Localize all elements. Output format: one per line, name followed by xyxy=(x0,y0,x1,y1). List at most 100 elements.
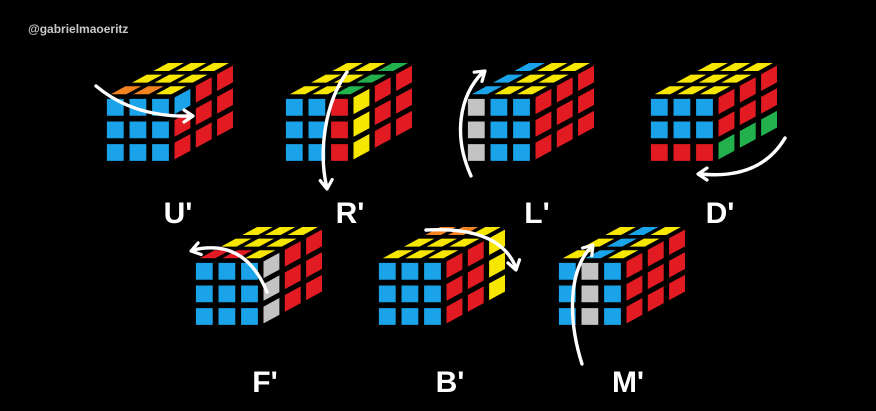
cube-0-side-sticker xyxy=(194,120,213,150)
move-label-4: F' xyxy=(252,366,278,399)
cube-6-arrow xyxy=(570,244,594,366)
cube-0-front-sticker xyxy=(128,120,148,140)
cube-5-side-sticker xyxy=(445,251,464,280)
cube-6-side-sticker xyxy=(667,250,687,280)
cube-2-top-sticker xyxy=(513,84,551,96)
cube-4-front-sticker xyxy=(217,306,237,327)
cube-6-side-sticker xyxy=(667,228,687,257)
cube-0-side-sticker xyxy=(194,98,213,127)
cube-1-front-sticker xyxy=(284,120,304,140)
cube-2-top-sticker xyxy=(490,73,527,84)
cube-5-side-sticker xyxy=(466,262,485,291)
cube-2-side-sticker xyxy=(534,109,553,139)
cube-4-side-sticker xyxy=(283,239,302,269)
cube-4-side-sticker xyxy=(304,228,324,257)
cube-0-top-sticker xyxy=(107,84,145,96)
cube-4-side-sticker xyxy=(262,296,281,325)
cube-2-side-sticker xyxy=(555,75,574,105)
cube-2 xyxy=(458,61,596,178)
cube-5-front-sticker xyxy=(400,306,420,327)
cube-5-top-sticker xyxy=(379,249,417,260)
cube-1-top-sticker xyxy=(286,84,324,96)
cube-2-side-sticker xyxy=(576,86,596,116)
cube-6-top-sticker xyxy=(624,225,662,237)
cube-2-top-sticker xyxy=(511,61,548,73)
cube-6-front-sticker xyxy=(580,284,600,304)
cube-0-top-sticker xyxy=(153,84,190,96)
cube-2-side-sticker xyxy=(534,87,553,116)
cube-2-front-sticker xyxy=(489,120,509,140)
cube-3-side-sticker xyxy=(759,86,779,116)
cube-2-front-sticker xyxy=(511,142,532,163)
cube-3-top-sticker xyxy=(674,84,711,96)
cube-6-front-sticker xyxy=(602,261,623,281)
cube-0-side-sticker xyxy=(194,75,213,105)
cube-3-front-sticker xyxy=(672,97,692,117)
cube-2-front-sticker xyxy=(466,120,486,140)
cube-0-top-sticker xyxy=(195,61,232,73)
cube-0-top-sticker xyxy=(173,61,210,73)
cube-5-arrow xyxy=(424,227,518,270)
cube-2-side-sticker xyxy=(534,132,553,161)
cube-5-top-sticker xyxy=(446,237,483,248)
cube-0-side-sticker xyxy=(215,63,235,93)
cube-5-side-sticker xyxy=(445,273,464,303)
cube-3-front-sticker xyxy=(649,120,669,140)
cube-2-top-sticker xyxy=(512,73,550,84)
cube-5-front-sticker xyxy=(422,306,443,327)
cube-3-front-sticker xyxy=(672,142,692,163)
cube-1-front-sticker xyxy=(329,120,350,140)
cube-5-side-sticker xyxy=(487,250,507,280)
cube-5-front-sticker xyxy=(400,284,420,304)
cube-3-arrow-head xyxy=(696,166,709,182)
cube-6-front-sticker xyxy=(602,306,623,327)
cube-6-side-sticker xyxy=(667,273,687,302)
cube-3-side-sticker xyxy=(738,120,757,150)
cube-3-side-sticker xyxy=(738,98,757,127)
cube-0-top-sticker xyxy=(150,61,187,73)
cube-5-front-sticker xyxy=(422,261,443,281)
cube-0-side-sticker xyxy=(173,132,192,161)
move-label-0: U' xyxy=(163,197,193,230)
cube-2-side-sticker xyxy=(555,98,574,127)
cube-0-front-sticker xyxy=(150,120,171,140)
cube-2-side-sticker xyxy=(576,109,596,138)
cube-4-side-sticker xyxy=(262,273,281,303)
cube-4-top-sticker xyxy=(263,237,300,248)
cube-5-side-sticker xyxy=(445,296,464,325)
cube-1-side-sticker xyxy=(352,87,371,116)
cube-3-top-sticker xyxy=(694,61,731,73)
cube-5-front-sticker xyxy=(422,284,443,304)
move-label-1: R' xyxy=(335,197,365,230)
cube-4-front-sticker xyxy=(239,284,260,304)
cube-4-top-sticker xyxy=(240,237,277,248)
cube-2-top-sticker xyxy=(556,61,593,73)
cube-2-front-sticker xyxy=(489,142,509,163)
cube-4 xyxy=(189,225,324,327)
cube-6-top-sticker xyxy=(603,237,641,248)
cube-5 xyxy=(377,225,522,327)
cube-2-front-sticker xyxy=(511,120,532,140)
cube-3-top-sticker xyxy=(695,73,733,84)
cube-5-arrow-head xyxy=(506,258,522,272)
cube-4-top-sticker xyxy=(242,249,279,260)
cube-3-front-sticker xyxy=(649,97,669,117)
cube-3 xyxy=(649,61,787,182)
cube-3-side-sticker xyxy=(759,63,779,93)
cube-4-front-sticker xyxy=(217,284,237,304)
cube-1-front-sticker xyxy=(307,120,327,140)
cube-0-side-sticker xyxy=(215,109,235,138)
cube-3-top-sticker xyxy=(739,61,776,73)
cube-0-top-sticker xyxy=(151,73,188,84)
cube-0-side-sticker xyxy=(173,87,192,116)
cube-4-side-sticker xyxy=(283,284,302,314)
cube-1-top-sticker xyxy=(352,61,389,73)
cube-1-top-sticker xyxy=(332,84,369,96)
cube-1-front-sticker xyxy=(284,142,304,163)
cube-3-arrow xyxy=(698,136,787,177)
cube-2-top-sticker xyxy=(491,84,528,96)
cube-4-side-sticker xyxy=(304,250,324,280)
cube-3-side-sticker xyxy=(738,75,757,105)
cube-4-front-sticker xyxy=(194,306,214,327)
